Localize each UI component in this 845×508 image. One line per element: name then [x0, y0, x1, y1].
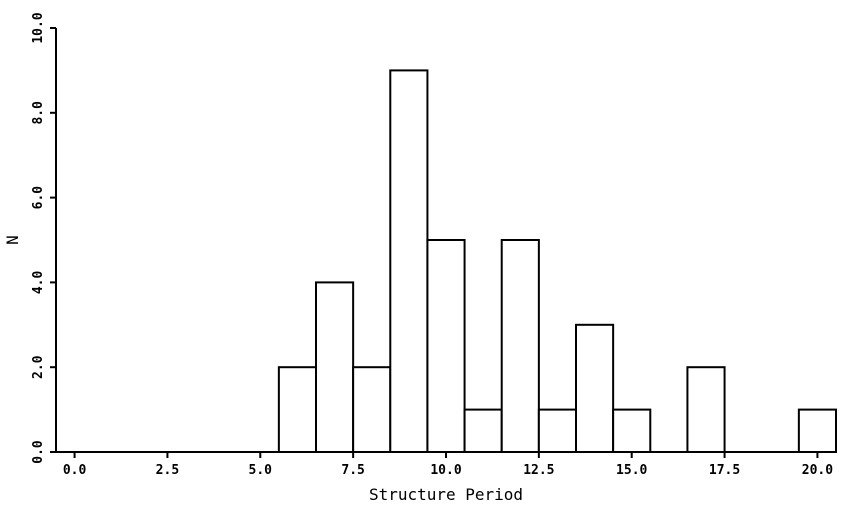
- y-tick-label: 0.0: [31, 440, 46, 464]
- y-tick-label: 10.0: [31, 12, 46, 43]
- histogram-bar: [389, 69, 429, 454]
- x-tick-label: 0.0: [63, 463, 87, 478]
- x-axis-ticks: 0.0 2.5 5.0 7.5 10.0 12.5 15.0 17.5 20.0: [63, 452, 833, 478]
- x-tick-label: 17.5: [709, 463, 740, 478]
- y-tick-label: 4.0: [31, 270, 46, 294]
- y-tick-label: 6.0: [31, 186, 46, 210]
- histogram-bar: [686, 366, 726, 454]
- y-axis-ticks: 0.0 2.0 4.0 6.0 8.0 10.0: [31, 12, 56, 464]
- x-tick-label: 7.5: [341, 463, 364, 478]
- y-axis-title: N: [3, 235, 22, 245]
- x-tick-label: 2.5: [156, 463, 179, 478]
- histogram-bar: [463, 408, 503, 454]
- histogram-bar: [426, 239, 466, 453]
- histogram-bar: [277, 366, 318, 454]
- histogram-bar: [500, 239, 540, 453]
- x-tick-label: 20.0: [802, 463, 833, 478]
- y-tick-label: 8.0: [31, 101, 46, 125]
- x-axis-title: Structure Period: [369, 485, 523, 504]
- histogram-bar: [352, 366, 392, 454]
- bars-group: [277, 69, 837, 454]
- histogram-bar: [575, 323, 615, 453]
- histogram-bar: [315, 281, 355, 453]
- x-tick-label: 15.0: [616, 463, 647, 478]
- x-tick-label: 5.0: [249, 463, 273, 478]
- histogram-bar: [797, 408, 837, 454]
- histogram-bar: [612, 408, 652, 454]
- y-tick-label: 2.0: [31, 355, 46, 379]
- histogram-bar: [537, 408, 577, 454]
- x-tick-label: 10.0: [430, 463, 461, 478]
- x-tick-label: 12.5: [523, 463, 554, 478]
